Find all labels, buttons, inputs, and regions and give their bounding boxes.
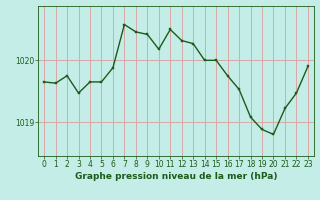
X-axis label: Graphe pression niveau de la mer (hPa): Graphe pression niveau de la mer (hPa) (75, 172, 277, 181)
